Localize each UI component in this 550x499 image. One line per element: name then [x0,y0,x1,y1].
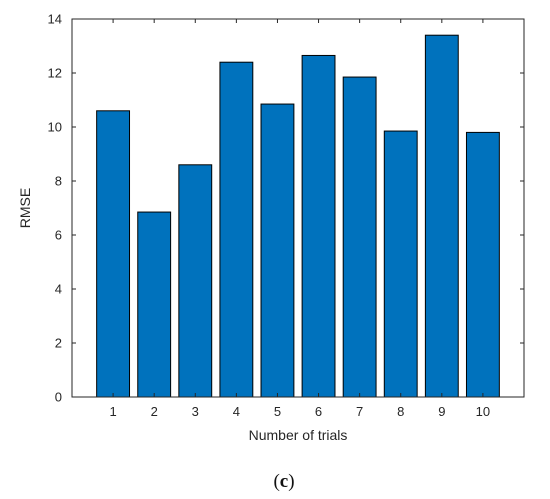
bar-5 [260,103,295,398]
y-tick-label: 14 [48,12,62,27]
bar-1 [96,110,131,398]
y-tick-label: 6 [55,228,62,243]
x-tick-label: 10 [476,404,490,419]
bar-10 [465,131,500,398]
panel-label-close: ) [288,471,294,492]
x-tick-label: 8 [397,404,404,419]
y-tick-label: 2 [55,336,62,351]
y-tick-label: 10 [48,120,62,135]
x-tick-label: 1 [109,404,116,419]
panel-label-letter: c [280,471,288,492]
x-tick-label: 7 [356,404,363,419]
x-axis-label: Number of trials [249,427,348,443]
x-tick-label: 2 [151,404,158,419]
bar-6 [301,54,336,398]
y-axis-ticks: 0 2 4 6 8 10 12 14 [48,12,524,405]
x-tick-label: 9 [438,404,445,419]
bar-9 [424,34,459,398]
panel-label-open: ( [273,471,279,492]
bar-4 [219,61,254,398]
y-tick-label: 8 [55,174,62,189]
bar-8 [383,130,418,398]
y-tick-label: 0 [55,390,62,405]
axes-box [71,18,525,398]
y-tick-label: 12 [48,66,62,81]
x-tick-label: 5 [274,404,281,419]
bar-3 [178,164,213,398]
bars-group [96,34,500,398]
bar-7 [342,76,377,398]
x-tick-label: 4 [233,404,240,419]
x-tick-label: 3 [192,404,199,419]
x-axis-ticks: 1 2 3 4 5 6 7 8 9 10 [109,19,490,419]
y-axis-label: RMSE [17,188,33,228]
bar-2 [137,211,172,398]
panel-label: (c) [273,471,294,492]
x-tick-label: 6 [315,404,322,419]
y-tick-label: 4 [55,282,62,297]
